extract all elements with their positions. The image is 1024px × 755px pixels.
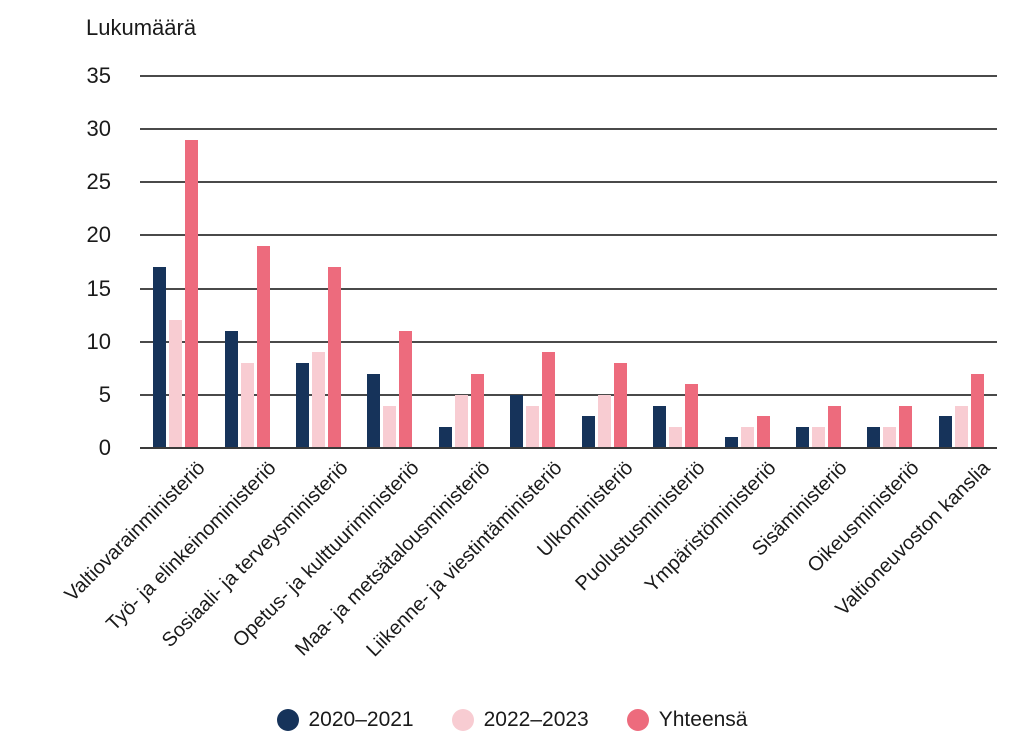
bar-2022-2023-6 xyxy=(526,405,540,448)
bar-2022-2023-7 xyxy=(597,394,611,448)
plot-area xyxy=(140,76,997,448)
bar-Yhteensä-10 xyxy=(827,405,841,448)
bar-2022-2023-5 xyxy=(454,394,468,448)
bar-Yhteensä-1 xyxy=(185,139,199,448)
y-tick-label-30: 30 xyxy=(86,116,111,142)
gridline-y-5 xyxy=(140,393,997,396)
legend-item: 2022–2023 xyxy=(451,708,589,732)
bar-2020-2021-4 xyxy=(367,373,381,448)
bar-Yhteensä-4 xyxy=(399,331,413,448)
legend: 2020–2021 2022–2023 Yhteensä xyxy=(0,708,1024,732)
bar-2022-2023-10 xyxy=(811,426,825,448)
bar-2020-2021-11 xyxy=(867,426,881,448)
bar-2020-2021-12 xyxy=(938,416,952,448)
bar-2020-2021-10 xyxy=(795,426,809,448)
bar-2020-2021-3 xyxy=(296,362,310,448)
bar-Yhteensä-6 xyxy=(542,352,556,448)
gridline-y-35 xyxy=(140,75,997,77)
gridline-y-10 xyxy=(140,340,997,343)
bar-2020-2021-2 xyxy=(224,331,238,448)
legend-swatch-icon xyxy=(626,709,649,731)
bar-2022-2023-3 xyxy=(312,352,326,448)
bar-Yhteensä-11 xyxy=(899,405,913,448)
bar-Yhteensä-9 xyxy=(756,416,770,448)
bar-2022-2023-4 xyxy=(383,405,397,448)
bar-Yhteensä-7 xyxy=(613,362,627,448)
legend-label: 2020–2021 xyxy=(308,708,414,731)
bar-Yhteensä-3 xyxy=(328,267,342,448)
gridline-y-0 xyxy=(140,447,997,449)
legend-label: Yhteensä xyxy=(658,708,748,731)
bar-Yhteensä-12 xyxy=(970,373,984,448)
y-tick-label-5: 5 xyxy=(98,381,111,407)
legend-swatch-icon xyxy=(276,709,299,731)
bar-2020-2021-1 xyxy=(153,267,167,448)
bar-2022-2023-12 xyxy=(954,405,968,448)
y-tick-label-20: 20 xyxy=(86,222,111,248)
legend-swatch-icon xyxy=(451,709,474,731)
bar-2022-2023-8 xyxy=(669,426,683,448)
gridline-y-25 xyxy=(140,181,997,184)
y-tick-label-10: 10 xyxy=(86,328,111,354)
bar-Yhteensä-5 xyxy=(470,373,484,448)
bar-2022-2023-9 xyxy=(740,426,754,448)
y-tick-label-35: 35 xyxy=(86,63,111,88)
bar-2022-2023-11 xyxy=(883,426,897,448)
gridline-y-30 xyxy=(140,128,997,131)
bar-2020-2021-9 xyxy=(724,437,738,448)
y-tick-label-25: 25 xyxy=(86,169,111,195)
y-tick-label-15: 15 xyxy=(86,275,111,301)
legend-label: 2022–2023 xyxy=(483,708,589,731)
bar-Yhteensä-2 xyxy=(256,246,270,448)
gridline-y-15 xyxy=(140,287,997,290)
bar-2020-2021-5 xyxy=(438,426,452,448)
bar-2022-2023-2 xyxy=(240,362,254,448)
bar-2020-2021-8 xyxy=(653,405,667,448)
legend-item: 2020–2021 xyxy=(276,708,414,732)
bar-2020-2021-7 xyxy=(581,416,595,448)
bar-2020-2021-6 xyxy=(510,394,524,448)
legend-item: Yhteensä xyxy=(626,708,748,732)
bar-Yhteensä-8 xyxy=(685,384,699,448)
bar-2022-2023-1 xyxy=(169,320,183,448)
chart-title: Lukumäärä xyxy=(86,15,197,40)
gridline-y-20 xyxy=(140,234,997,237)
y-tick-label-0: 0 xyxy=(98,435,111,460)
